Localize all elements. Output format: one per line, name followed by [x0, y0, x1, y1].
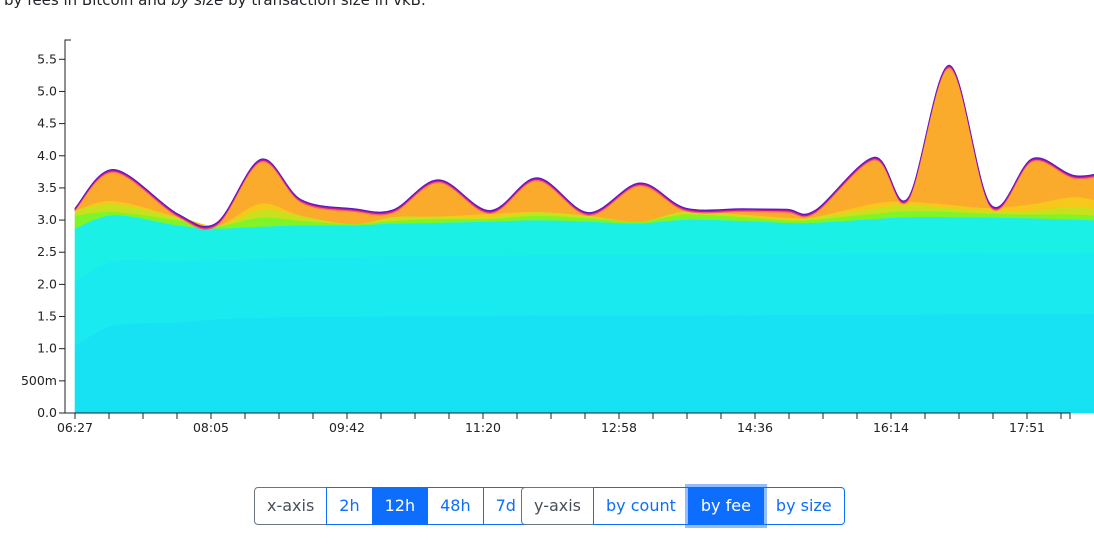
- y-axis: 0.0 500m 1.0 1.5 2.0 2.5 3.0 3.5 4.0 4.5 5.0 5.5: [21, 39, 71, 420]
- mempool-fee-chart: 0.0 500m 1.0 1.5 2.0 2.5 3.0 3.5 4.0 4.5 5.0 5.5 06…: [21, 39, 1094, 435]
- stacked-areas: [73, 64, 1094, 414]
- intro-emphasis: by size: [171, 0, 224, 9]
- y-tick-label: 2.5: [37, 244, 57, 259]
- x-tick-label: 06:27: [57, 420, 93, 435]
- y-axis-label: y-axis: [521, 487, 595, 525]
- y-by-size-button[interactable]: by size: [762, 487, 845, 525]
- y-tick-label: 5.5: [37, 51, 57, 66]
- y-tick-label: 3.5: [37, 180, 57, 195]
- y-tick-label: 3.0: [37, 212, 57, 227]
- x-tick-label: 16:14: [873, 420, 909, 435]
- intro-part-1: by fees in Bitcoin and: [4, 0, 172, 9]
- y-tick-label: 500m: [21, 373, 57, 388]
- y-axis-line: [64, 39, 71, 414]
- x-range-48h-button[interactable]: 48h: [427, 487, 484, 525]
- y-by-count-button[interactable]: by count: [593, 487, 689, 525]
- x-axis-line: [64, 407, 1071, 419]
- x-tick-label: 11:20: [465, 420, 501, 435]
- x-tick-label: 12:58: [601, 420, 637, 435]
- area-series-10: [74, 64, 1094, 228]
- area-series-0: [74, 408, 1094, 414]
- y-tick-label: 4.5: [37, 116, 57, 131]
- x-tick-label: 09:42: [329, 420, 365, 435]
- x-tick-label: 14:36: [737, 420, 773, 435]
- x-axis-label: x-axis: [254, 487, 328, 525]
- y-tick-label: 5.0: [37, 83, 57, 98]
- y-by-fee-button[interactable]: by fee: [687, 487, 764, 525]
- area-series-1: [74, 313, 1094, 411]
- y-axis-button-group: y-axis by count by fee by size: [521, 487, 845, 525]
- x-tick-label: 08:05: [193, 420, 229, 435]
- x-tick-label: 17:51: [1009, 420, 1045, 435]
- y-tick-label: 0.0: [37, 405, 57, 420]
- x-range-12h-button[interactable]: 12h: [371, 487, 429, 525]
- x-axis: 06:27 08:05 09:42 11:20 12:58 14:36 16:14 17:51: [57, 407, 1071, 435]
- x-range-2h-button[interactable]: 2h: [326, 487, 373, 525]
- y-tick-label: 4.0: [37, 148, 57, 163]
- y-tick-label: 1.5: [37, 309, 57, 324]
- y-tick-label: 1.0: [37, 341, 57, 356]
- intro-part-2: by transaction size in vkB.: [223, 0, 426, 9]
- x-axis-button-group: x-axis 2h 12h 48h 7d: [254, 487, 529, 525]
- intro-text: by fees in Bitcoin and by size by transa…: [4, 0, 426, 9]
- y-tick-label: 2.0: [37, 276, 57, 291]
